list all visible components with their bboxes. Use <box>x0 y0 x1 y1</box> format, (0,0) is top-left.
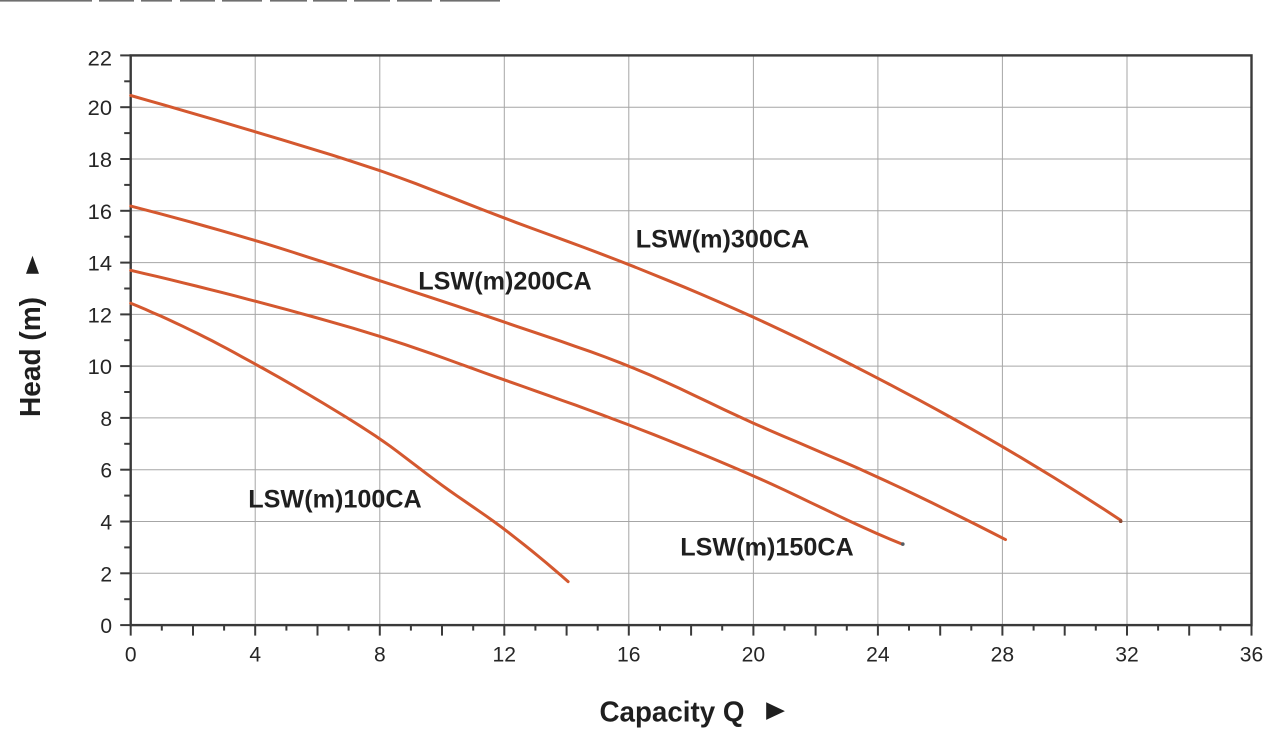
svg-text:6: 6 <box>100 460 112 483</box>
svg-text:8: 8 <box>100 408 112 431</box>
svg-text:Capacity Q: Capacity Q <box>600 697 745 729</box>
svg-text:LSW(m)300CA: LSW(m)300CA <box>636 226 810 254</box>
svg-text:12: 12 <box>493 644 517 667</box>
svg-text:14: 14 <box>88 253 113 276</box>
svg-text:LSW(m)200CA: LSW(m)200CA <box>418 268 592 296</box>
svg-text:4: 4 <box>249 644 261 667</box>
svg-text:0: 0 <box>100 615 112 638</box>
svg-text:16: 16 <box>88 201 112 224</box>
svg-text:18: 18 <box>88 149 112 172</box>
svg-text:0: 0 <box>125 644 137 667</box>
svg-text:22: 22 <box>88 47 112 70</box>
svg-text:8: 8 <box>374 644 386 667</box>
svg-text:20: 20 <box>742 644 766 667</box>
svg-text:24: 24 <box>866 644 890 667</box>
svg-text:20: 20 <box>88 97 112 120</box>
svg-text:16: 16 <box>617 644 641 667</box>
svg-text:36: 36 <box>1240 644 1264 667</box>
svg-text:LSW(m)150CA: LSW(m)150CA <box>680 534 854 562</box>
svg-text:32: 32 <box>1115 644 1139 667</box>
svg-text:10: 10 <box>88 356 112 379</box>
svg-text:4: 4 <box>100 512 112 535</box>
svg-text:LSW(m)100CA: LSW(m)100CA <box>248 486 422 514</box>
svg-text:Head (m): Head (m) <box>15 297 47 417</box>
svg-text:12: 12 <box>88 304 112 327</box>
svg-text:2: 2 <box>100 563 112 586</box>
svg-text:28: 28 <box>991 644 1015 667</box>
